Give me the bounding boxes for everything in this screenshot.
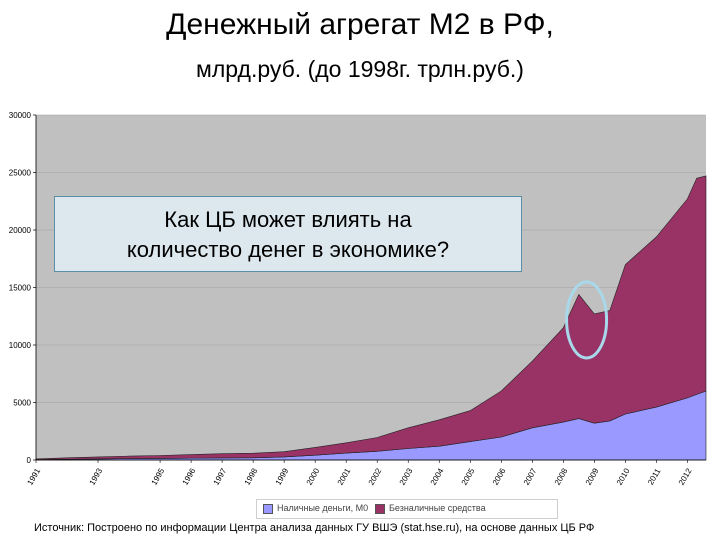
chart-subtitle: млрд.руб. (до 1998г. трлн.руб.) [196,56,524,82]
chart-legend: Наличные деньги, М0 Безналичные средства [256,499,558,519]
source-note: Источник: Построено по информации Центра… [34,522,595,534]
legend-swatch-noncash [375,504,385,514]
m2-area-chart: 0 5000 10000 15000 20000 25000 30000 1991 1993 1… [9,111,707,487]
legend-label-noncash: Безналичные средства [389,503,486,513]
x-tick-label: 1998 [243,466,260,486]
question-callout: Как ЦБ может влиять на количество денег … [54,196,522,272]
x-tick-label: 2010 [615,466,632,486]
y-tick-label: 20000 [9,226,32,235]
x-tick-label: 1996 [181,466,198,486]
x-tick-label: 2009 [584,466,601,486]
x-tick-label: 1993 [88,466,105,486]
legend-label-cash: Наличные деньги, М0 [277,503,369,513]
x-tick-label: 1995 [150,466,167,486]
y-tick-label: 0 [27,456,32,465]
x-tick-label: 2012 [677,466,694,486]
x-tick-label: 2001 [336,466,353,486]
y-tick-label: 10000 [9,341,32,350]
x-tick-label: 2003 [398,466,415,486]
x-tick-label: 2004 [429,466,446,486]
x-tick-label: 1997 [212,466,229,486]
y-tick-label: 15000 [9,284,32,293]
crisis-highlight-ellipse [565,280,609,360]
x-tick-label: 2006 [491,466,508,486]
chart-title: Денежный агрегат М2 в РФ, [166,8,554,41]
y-tick-label: 30000 [9,111,32,120]
y-tick-label: 25000 [9,169,32,178]
x-tick-label: 2002 [367,466,384,486]
x-tick-label: 1999 [274,466,291,486]
callout-line-1: Как ЦБ может влиять на [164,207,412,232]
x-tick-label: 1991 [25,466,42,486]
series-area-noncash [35,175,707,461]
callout-line-2: количество денег в экономике? [126,237,450,262]
x-tick-label: 2011 [646,467,663,487]
x-tick-label: 2007 [522,466,539,486]
x-tick-label: 2000 [305,466,322,486]
legend-swatch-cash [263,504,273,514]
x-tick-label: 2008 [553,466,570,486]
x-tick-label: 2005 [460,466,477,486]
y-tick-label: 5000 [13,399,31,408]
